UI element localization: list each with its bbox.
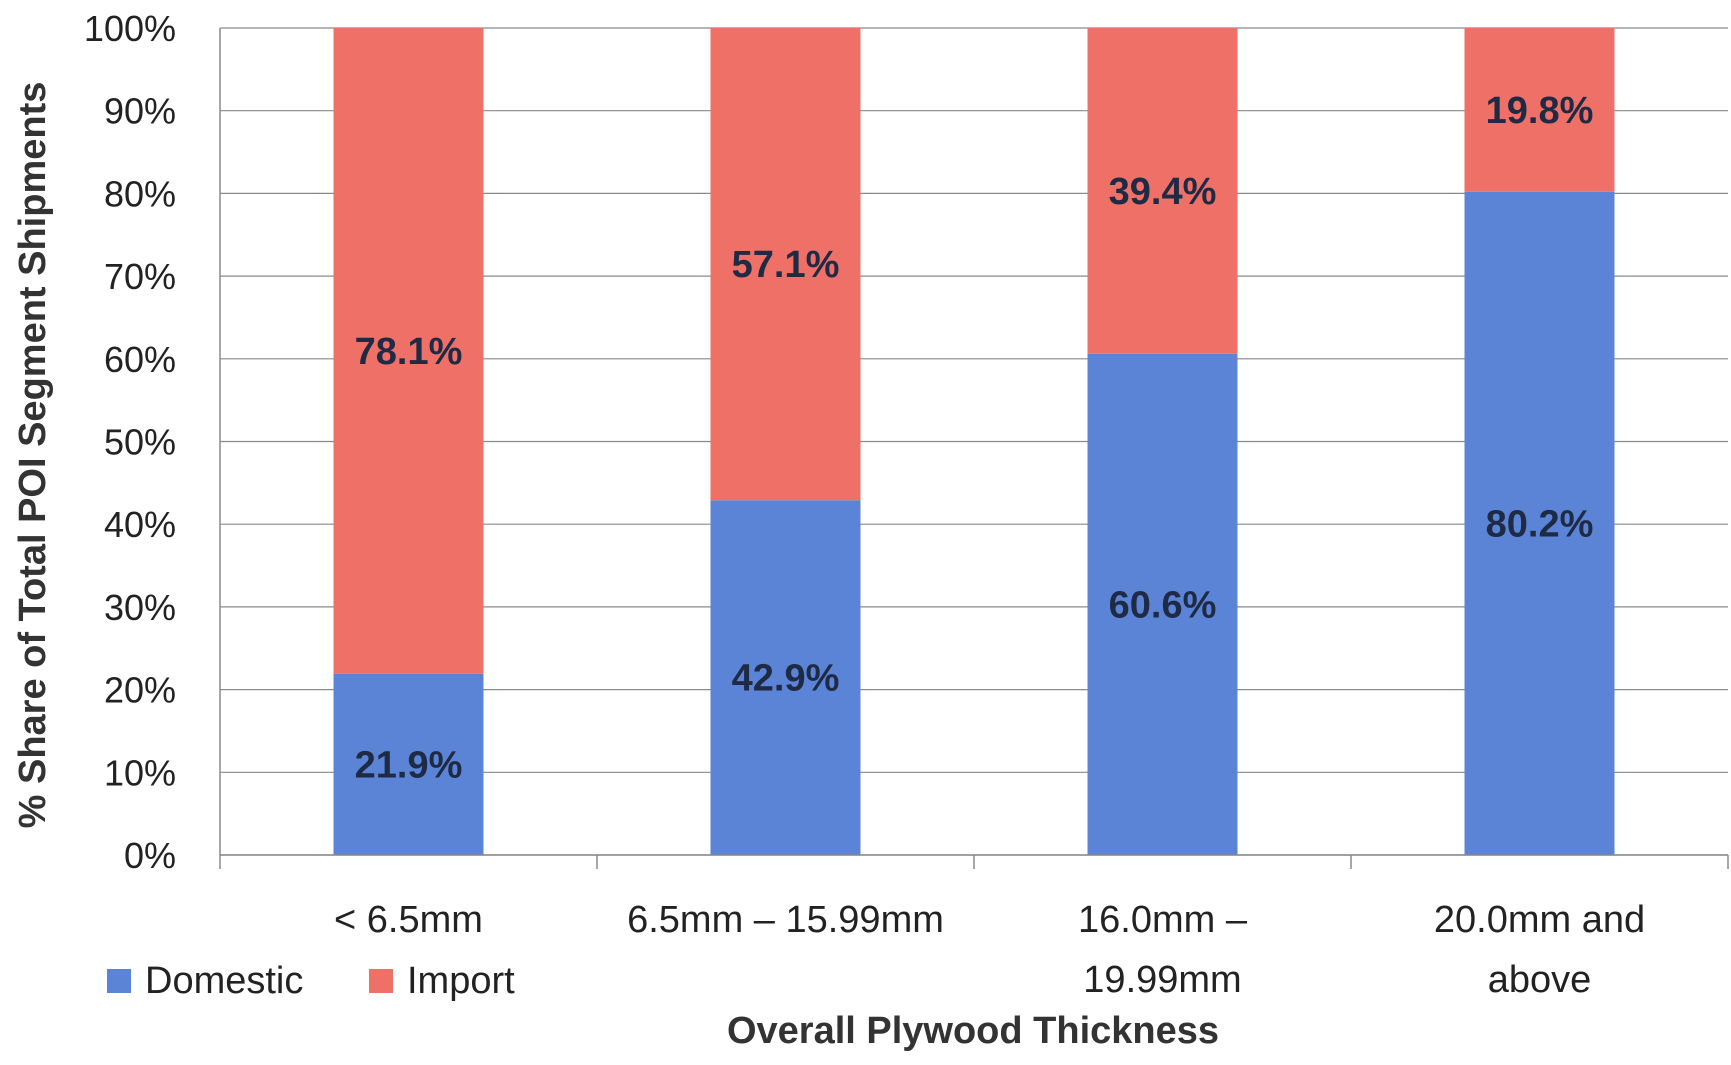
bar-domestic (710, 500, 861, 855)
y-tick-label: 100% (84, 8, 176, 49)
x-tick-label: 16.0mm –19.99mm (1078, 899, 1248, 1001)
axes: 0% 10% 20% 30% 40% 50% 60% 70% 80% 90% 100% < 6.5mm… (84, 8, 1729, 1001)
bar-import (1087, 28, 1238, 354)
x-tick-label: 6.5mm – 15.99mm (627, 899, 944, 941)
y-tick-label: 70% (104, 256, 176, 297)
bar-domestic (1464, 191, 1615, 856)
bar-domestic (1087, 353, 1238, 855)
bar-import (333, 28, 484, 674)
y-tick-label: 80% (104, 173, 176, 214)
data-label: 39.4% (1109, 171, 1217, 213)
y-tick-label: 40% (104, 504, 176, 545)
bars (333, 28, 1615, 856)
legend-label-domestic: Domestic (145, 960, 303, 1002)
data-label: 80.2% (1486, 503, 1594, 545)
data-label: 21.9% (355, 744, 463, 786)
bar-domestic (333, 673, 484, 855)
bar-import (1464, 28, 1615, 192)
legend-swatch-import (369, 969, 393, 993)
y-tick-label: 60% (104, 339, 176, 380)
x-tick-label: 20.0mm and above (1434, 899, 1645, 1001)
y-tick-label: 20% (104, 670, 176, 711)
legend-swatch-domestic (107, 969, 131, 993)
y-tick-label: 50% (104, 422, 176, 463)
y-tick-label: 90% (104, 91, 176, 132)
data-label: 57.1% (732, 244, 840, 286)
y-tick-label: 0% (124, 835, 176, 876)
data-labels: 21.9% 78.1% 42.9% 57.1% 60.6% 39.4% 80.2% 19.8% (355, 90, 1594, 787)
x-axis-title: Overall Plywood Thickness (727, 1010, 1219, 1052)
data-label: 19.8% (1486, 90, 1594, 132)
y-tick-label: 30% (104, 587, 176, 628)
legend-label-import: Import (407, 960, 515, 1002)
y-tick-label: 10% (104, 752, 176, 793)
data-label: 78.1% (355, 331, 463, 373)
bar-import (710, 28, 861, 501)
legend: Domestic Import (107, 960, 515, 1002)
x-tick-label: < 6.5mm (334, 899, 483, 941)
y-axis-title: % Share of Total POI Segment Shipments (12, 82, 54, 829)
data-label: 60.6% (1109, 584, 1217, 626)
data-label: 42.9% (732, 658, 840, 700)
